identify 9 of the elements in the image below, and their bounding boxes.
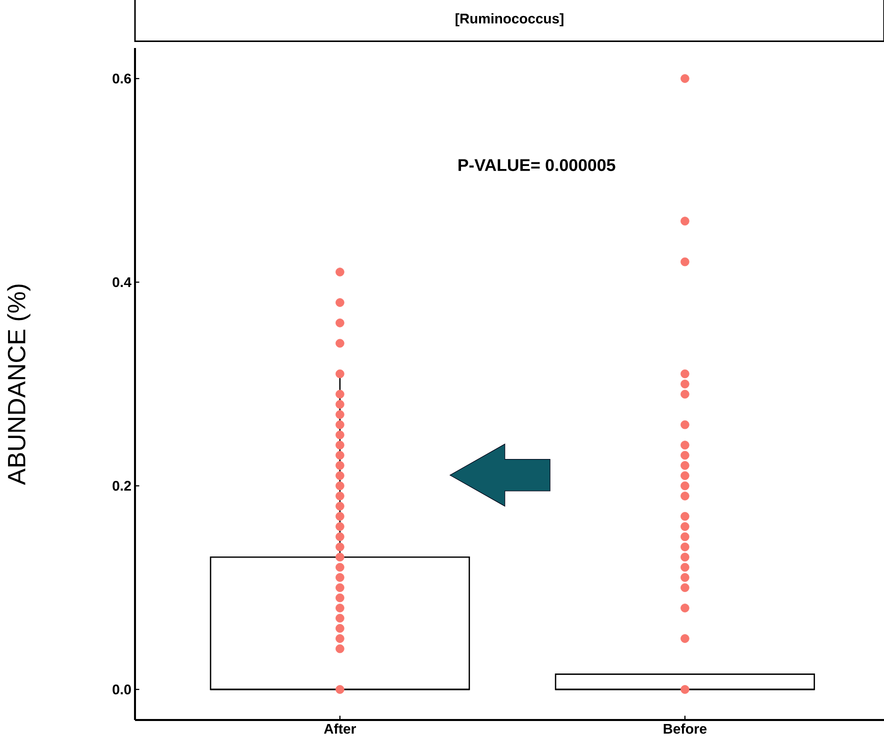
x-tick-label: Before — [664, 724, 707, 734]
chart-title: [Ruminococcus] — [456, 13, 564, 26]
y-tick-label: 0.0 — [112, 684, 131, 694]
y-tick-label: 0.2 — [112, 480, 131, 491]
annotation: P-VALUE= 0.000005 — [458, 159, 616, 172]
y-axis-title: ABUNDANCE (%) — [7, 284, 30, 485]
y-tick-label: 0.4 — [112, 277, 132, 288]
y-tick-label: 0.6 — [112, 74, 131, 84]
x-tick-label: After — [324, 724, 356, 734]
